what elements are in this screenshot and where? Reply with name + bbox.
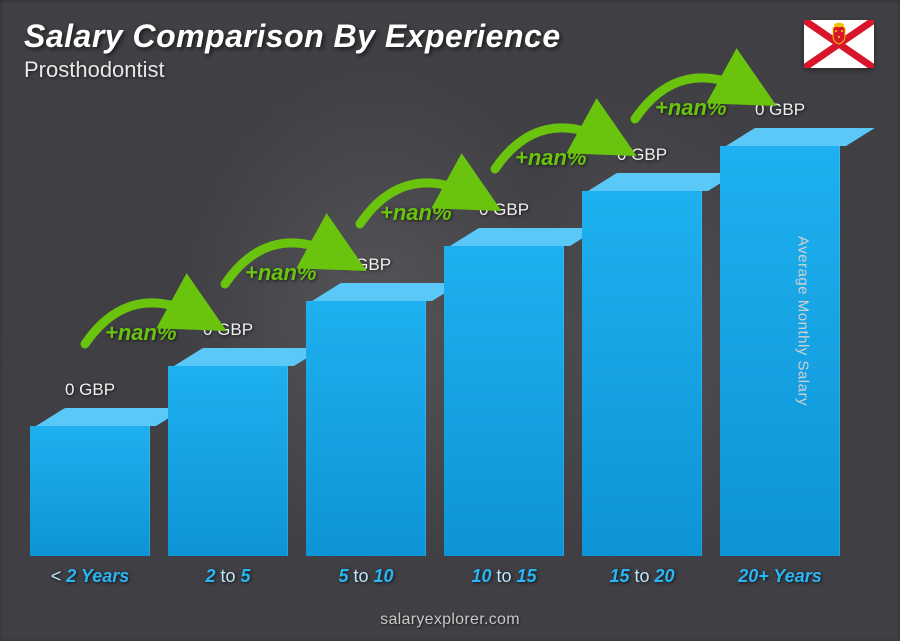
bar-value-label: 0 GBP	[617, 145, 667, 165]
bar-group: 0 GBP 5 to 10	[306, 255, 426, 587]
bar-value-label: 0 GBP	[65, 380, 115, 400]
bar-group: 0 GBP 15 to 20	[582, 145, 702, 587]
bar-value-label: 0 GBP	[755, 100, 805, 120]
bar-category-label: 15 to 20	[609, 566, 674, 587]
bar	[582, 173, 702, 556]
bar	[168, 348, 288, 556]
bar	[306, 283, 426, 556]
bar-chart: 0 GBP< 2 Years0 GBP2 to 50 GBP5 to 100 G…	[30, 87, 840, 587]
bar-group: 0 GBP 10 to 15	[444, 200, 564, 587]
bar	[720, 128, 840, 556]
bar-group: 0 GBP < 2 Years	[30, 380, 150, 587]
chart-title: Salary Comparison By Experience	[24, 18, 876, 55]
header: Salary Comparison By Experience Prosthod…	[24, 18, 876, 83]
bar-top-face	[450, 228, 599, 246]
bar-front-face	[720, 146, 840, 556]
bar-front-face	[168, 366, 288, 556]
chart-subtitle: Prosthodontist	[24, 57, 876, 83]
bar-value-label: 0 GBP	[479, 200, 529, 220]
bar-category-label: < 2 Years	[51, 566, 130, 587]
bar-group: 0 GBP 20+ Years	[720, 100, 840, 587]
bar-top-face	[36, 408, 185, 426]
bar-group: 0 GBP 2 to 5	[168, 320, 288, 587]
bar-front-face	[306, 301, 426, 556]
footer-source: salaryexplorer.com	[0, 611, 900, 629]
bar-front-face	[30, 426, 150, 556]
bar-top-face	[312, 283, 461, 301]
bar-category-label: 2 to 5	[205, 566, 250, 587]
bar	[444, 228, 564, 556]
bar	[30, 408, 150, 556]
bar-value-label: 0 GBP	[341, 255, 391, 275]
bar-category-label: 10 to 15	[471, 566, 536, 587]
bar-category-label: 5 to 10	[338, 566, 393, 587]
bar-category-label: 20+ Years	[738, 566, 822, 587]
bar-front-face	[582, 191, 702, 556]
bar-front-face	[444, 246, 564, 556]
jersey-flag-icon	[804, 20, 874, 68]
bar-top-face	[174, 348, 323, 366]
y-axis-label: Average Monthly Salary	[795, 236, 812, 406]
bar-top-face	[588, 173, 737, 191]
bar-value-label: 0 GBP	[203, 320, 253, 340]
